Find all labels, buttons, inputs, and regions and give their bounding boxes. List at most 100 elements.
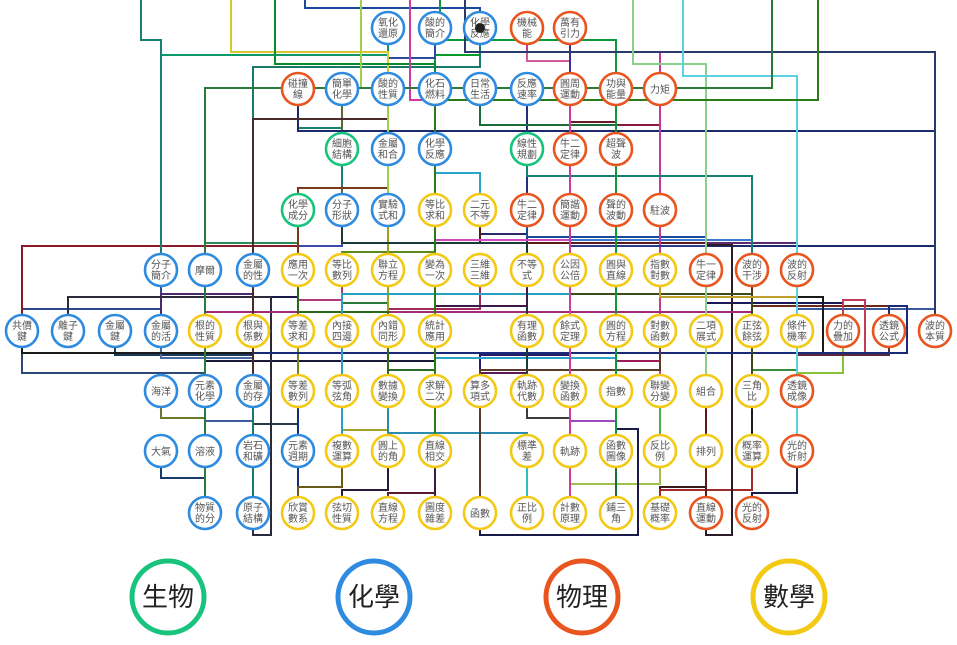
node-m1[interactable]: 碰撞線 (280, 71, 316, 107)
node-m51[interactable]: 正比例 (509, 495, 545, 531)
node-c18[interactable]: 金屬鍵 (97, 313, 133, 349)
node-c23[interactable]: 大氣 (143, 433, 179, 469)
node-c16[interactable]: 共價鍵 (4, 313, 40, 349)
node-c24[interactable]: 溶液 (187, 433, 223, 469)
legend-item-math[interactable]: 數學 (750, 558, 828, 636)
legend-item-physics[interactable]: 物理 (543, 558, 621, 636)
node-p11[interactable]: 駐波 (642, 192, 678, 228)
legend-item-chemistry[interactable]: 化學 (335, 558, 413, 636)
node-m9[interactable]: 不等式 (509, 252, 545, 288)
node-m44[interactable]: 排列 (688, 433, 724, 469)
node-m33[interactable]: 指數 (598, 373, 634, 409)
node-m40[interactable]: 標準差 (509, 433, 545, 469)
node-p1[interactable]: 機械能 (509, 10, 545, 46)
legend-item-biology[interactable]: 生物 (129, 558, 207, 636)
node-c20[interactable]: 海洋 (143, 373, 179, 409)
node-m41[interactable]: 軌跡 (552, 433, 588, 469)
node-p5[interactable]: 力矩 (642, 71, 678, 107)
node-p7[interactable]: 超聲波 (598, 131, 634, 167)
node-m50[interactable]: 函數 (462, 495, 498, 531)
node-m53[interactable]: 鋪三角 (598, 495, 634, 531)
node-m35[interactable]: 組合 (688, 373, 724, 409)
node-m43[interactable]: 反比例 (642, 433, 678, 469)
